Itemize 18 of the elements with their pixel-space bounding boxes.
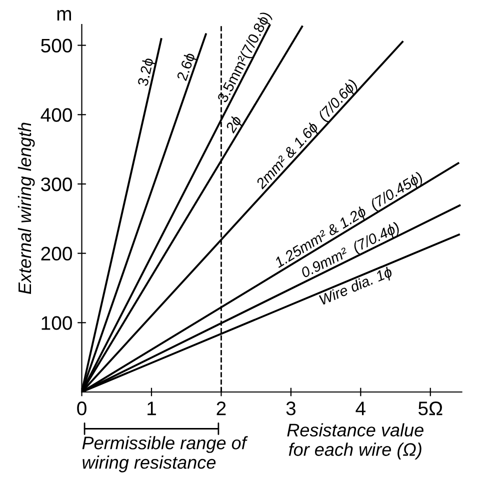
y-tick-label: 300 [41, 177, 72, 192]
x-tick-label: 0 [77, 402, 86, 416]
x-tick-label: 3 [286, 402, 296, 416]
text: m [57, 10, 71, 20]
text: Permissible range of wiring resistance [82, 436, 248, 472]
text: 2.6ϕ [176, 52, 198, 82]
x-tick-label: 2 [216, 402, 226, 416]
x-tick-label: 5Ω [418, 402, 442, 416]
y-tick-label: 500 [41, 38, 72, 53]
y-tick-label: 100 [42, 316, 72, 330]
x-tick-label: 1 [148, 402, 156, 416]
y-tick-label: 200 [41, 246, 72, 261]
text: 2ϕ [224, 114, 244, 136]
y-tick-label: 400 [40, 108, 72, 122]
x-tick-label: 4 [356, 402, 366, 416]
x-axis-title: Resistance value for each wire (Ω) [287, 423, 424, 460]
text: 3.2ϕ [137, 57, 156, 87]
y-axis-title: External wiring length [18, 122, 35, 294]
